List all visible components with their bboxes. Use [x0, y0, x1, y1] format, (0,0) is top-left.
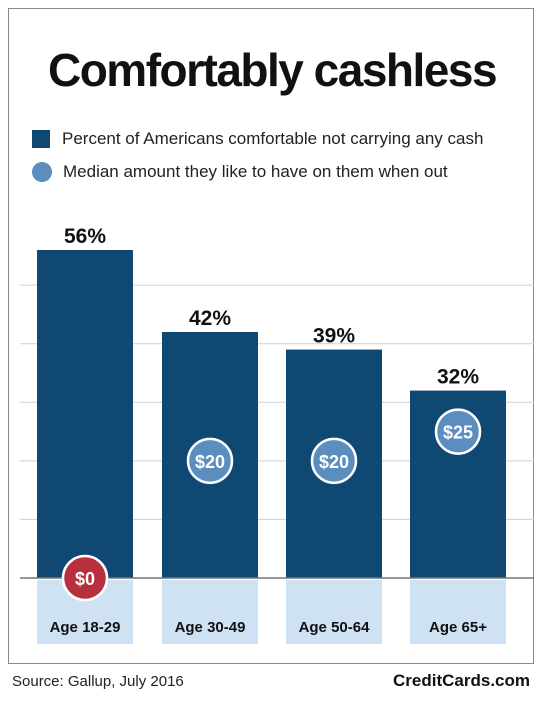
- median-cash-circle: [310, 437, 358, 485]
- median-cash-circle: [61, 554, 109, 602]
- legend-swatch-square: [32, 130, 50, 148]
- legend-item-median: Median amount they like to have on them …: [32, 160, 448, 184]
- category-label: Age 18-29: [50, 619, 121, 636]
- median-cash-circle: [186, 437, 234, 485]
- chart-title: Comfortably cashless: [47, 44, 498, 96]
- bar-value-label: 42%: [189, 307, 231, 330]
- brand-logo-text: CreditCards.com: [393, 671, 530, 690]
- legend-label-median: Median amount they like to have on them …: [63, 162, 448, 181]
- legend-label-percent: Percent of Americans comfortable not car…: [62, 129, 484, 148]
- category-label: Age 65+: [429, 619, 487, 636]
- median-cash-circle: [434, 408, 482, 455]
- legend-swatch-circle: [32, 162, 52, 182]
- median-cash-label: $20: [319, 452, 349, 472]
- median-cash-label: $25: [443, 423, 473, 443]
- bar-value-label: 39%: [313, 325, 355, 348]
- category-box: [162, 580, 258, 644]
- category-box: [410, 580, 506, 644]
- bar-value-label: 56%: [64, 225, 106, 248]
- bar: [37, 250, 133, 578]
- category-label: Age 50-64: [299, 619, 371, 636]
- median-cash-label: $20: [195, 452, 225, 472]
- category-box: [286, 580, 382, 644]
- bar-value-label: 32%: [437, 366, 479, 389]
- median-cash-label: $0: [75, 569, 95, 589]
- legend-item-percent: Percent of Americans comfortable not car…: [32, 127, 483, 151]
- category-label: Age 30-49: [175, 619, 246, 636]
- source-note: Source: Gallup, July 2016: [12, 673, 184, 690]
